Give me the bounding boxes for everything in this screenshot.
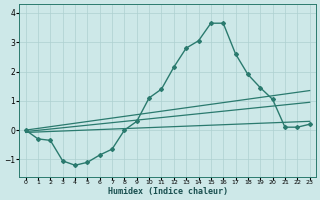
- X-axis label: Humidex (Indice chaleur): Humidex (Indice chaleur): [108, 187, 228, 196]
